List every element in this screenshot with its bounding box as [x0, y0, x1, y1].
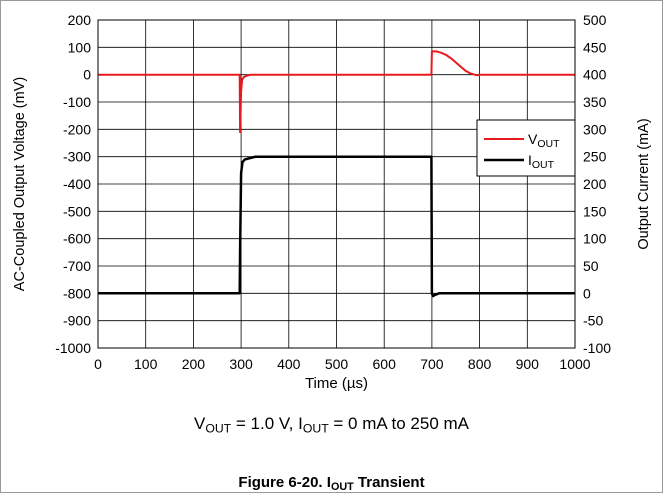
y-right-tick-label: 200	[583, 176, 607, 192]
y-left-tick-label: -300	[63, 149, 91, 165]
y-right-tick-label: 50	[583, 258, 599, 274]
y-left-tick-label: -900	[63, 313, 91, 329]
y-right-tick-label: 400	[583, 67, 607, 83]
x-tick-label: 100	[134, 356, 158, 372]
x-tick-label: 900	[516, 356, 540, 372]
y-right-tick-label: 500	[583, 12, 607, 28]
y-right-tick-label: -50	[583, 313, 603, 329]
x-tick-label: 500	[325, 356, 349, 372]
x-tick-label: 300	[229, 356, 253, 372]
test-conditions: VOUT = 1.0 V, IOUT = 0 mA to 250 mA	[0, 414, 663, 434]
x-tick-label: 700	[420, 356, 444, 372]
x-axis-label: Time (µs)	[305, 375, 368, 392]
left-tick-labels: 200 100 0 -100 -200 -300 -400 -500 -600 -700 -800 -…	[55, 12, 91, 356]
y-right-tick-label: 150	[583, 203, 607, 219]
y-right-tick-label: 100	[583, 231, 607, 247]
y-left-tick-label: -700	[63, 258, 91, 274]
y-right-tick-label: 0	[583, 285, 591, 301]
x-tick-label: 200	[182, 356, 206, 372]
x-tick-label: 1000	[559, 356, 590, 372]
transient-chart: 2001000-100-200-300-400-500-600-700-800-…	[0, 0, 663, 400]
grid	[98, 20, 575, 348]
legend-box	[477, 120, 575, 176]
x-tick-label: 800	[468, 356, 492, 372]
y-right-tick-label: 350	[583, 94, 607, 110]
legend: VOUT IOUT	[477, 120, 575, 176]
y-left-tick-label: 100	[68, 39, 92, 55]
figure-caption: Figure 6-20. IOUT Transient	[0, 474, 663, 491]
y-left-tick-label: 0	[83, 67, 91, 83]
y-right-tick-label: 300	[583, 121, 607, 137]
y-right-tick-label: 450	[583, 39, 607, 55]
y-right-tick-label: 250	[583, 149, 607, 165]
y-left-tick-label: -1000	[55, 340, 91, 356]
left-axis-label: AC-Coupled Output Voltage (mV)	[12, 77, 28, 291]
y-left-tick-label: -600	[63, 231, 91, 247]
y-left-tick-label: -400	[63, 176, 91, 192]
y-left-tick-label: -200	[63, 121, 91, 137]
x-tick-label: 400	[277, 356, 301, 372]
x-tick-labels: 0 100 200 300 400 500 600 700 800 900 1000	[94, 356, 591, 372]
x-tick-label: 600	[373, 356, 397, 372]
y-left-tick-label: 200	[68, 12, 92, 28]
right-axis-label: Output Current (mA)	[636, 118, 652, 249]
y-left-tick-label: -100	[63, 94, 91, 110]
y-left-tick-label: -800	[63, 285, 91, 301]
y-right-tick-label: -100	[583, 340, 611, 356]
x-tick-label: 0	[94, 356, 102, 372]
y-left-tick-label: -500	[63, 203, 91, 219]
